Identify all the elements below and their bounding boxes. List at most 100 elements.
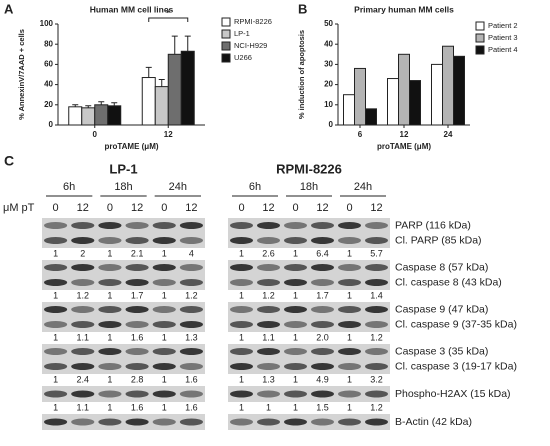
quantification: 1.6 [185, 402, 198, 412]
blot-band [230, 348, 253, 355]
quantification: 1 [293, 248, 298, 258]
dose-value: 0 [53, 202, 59, 214]
quantification: 2.1 [131, 248, 144, 258]
dose-value: 0 [161, 202, 167, 214]
legend-label: LP-1 [234, 29, 250, 38]
quantification: 1 [293, 402, 298, 412]
blot-band [152, 348, 176, 355]
bar [409, 80, 421, 126]
dose-value: 12 [77, 202, 89, 214]
blot-band [44, 237, 68, 244]
blot-band [257, 363, 280, 370]
bar [94, 104, 109, 126]
x-tick-label: 24 [444, 130, 453, 139]
blot-band [125, 237, 149, 244]
blot-band [44, 264, 68, 271]
blot-band [365, 306, 388, 313]
quantification: 6.4 [316, 248, 329, 258]
blot-band [44, 363, 68, 370]
blot-band [338, 321, 361, 328]
legend-label: Patient 4 [488, 45, 518, 54]
blot-band [98, 264, 122, 271]
legend-swatch [475, 45, 485, 55]
blot-membrane [42, 414, 205, 430]
dose-value: 12 [262, 202, 274, 214]
blot-band [98, 237, 122, 244]
quantification: 1.3 [262, 374, 275, 384]
blot-band [311, 222, 334, 229]
quantification: 1 [347, 332, 352, 342]
blot-band [125, 363, 149, 370]
blot-membrane [228, 260, 390, 290]
quantification: 1 [107, 290, 112, 300]
quantification: 1 [347, 402, 352, 412]
band-label: Cl. caspase 9 (37-35 kDa) [395, 318, 517, 330]
legend-swatch [475, 33, 485, 43]
blot-band [338, 363, 361, 370]
blot-membrane [228, 218, 390, 248]
x-tick-label: 12 [400, 130, 409, 139]
blot-band [284, 264, 307, 271]
quantification: 3.2 [370, 374, 383, 384]
blot-band [284, 237, 307, 244]
quantification: 1 [239, 332, 244, 342]
error-bar [72, 104, 79, 107]
bar [107, 105, 122, 126]
blot-band [338, 264, 361, 271]
blot-band [365, 321, 388, 328]
blot-band [179, 418, 204, 426]
blot-band [284, 363, 307, 370]
blot-band [365, 418, 388, 426]
blot-band [71, 237, 95, 244]
blot-band [257, 306, 280, 313]
quantification: 1.1 [76, 332, 89, 342]
blot-band [44, 418, 68, 426]
blot-band [257, 237, 280, 244]
time-label: 6h [63, 181, 75, 193]
blot-band [365, 348, 388, 355]
blot-band [311, 321, 334, 328]
quantification: 1.3 [185, 332, 198, 342]
blot-band [230, 306, 253, 313]
blot-band [257, 390, 280, 398]
blot-membrane [228, 414, 390, 430]
blot-band [284, 279, 307, 286]
blot-membrane [42, 386, 205, 402]
quantification: 1.2 [370, 332, 383, 342]
blot-band [179, 222, 204, 229]
blot-band [152, 418, 176, 426]
time-label: 18h [300, 181, 318, 193]
panel-letter: C [4, 153, 14, 169]
blot-band [152, 306, 176, 313]
blot-band [365, 264, 388, 271]
chart-title: Human MM cell lines [90, 4, 174, 14]
blot-band [179, 279, 204, 286]
blot-band [257, 348, 280, 355]
y-axis-label: % induction of apoptosis [297, 30, 306, 119]
blot-band [179, 348, 204, 355]
blot-band [179, 237, 204, 244]
quantification: 2.6 [262, 248, 275, 258]
quantification: 1.7 [316, 290, 329, 300]
quantification: 1 [107, 402, 112, 412]
quantification: 1 [107, 248, 112, 258]
blot-band [44, 390, 68, 398]
blot-band [152, 222, 176, 229]
y-tick-label: 80 [44, 39, 53, 48]
error-bar [184, 35, 191, 52]
blot-band [230, 264, 253, 271]
dose-value: 12 [370, 202, 382, 214]
blot-band [125, 222, 149, 229]
dose-value: 0 [238, 202, 244, 214]
bar [365, 108, 377, 126]
blot-band [284, 306, 307, 313]
blot-band [365, 237, 388, 244]
quantification: 2.8 [131, 374, 144, 384]
bar [154, 86, 169, 126]
time-label: 18h [114, 181, 132, 193]
bar [431, 63, 443, 126]
blot-band [98, 306, 122, 313]
dose-value: 0 [346, 202, 352, 214]
time-label: 24h [354, 181, 372, 193]
blot-band [125, 418, 149, 426]
